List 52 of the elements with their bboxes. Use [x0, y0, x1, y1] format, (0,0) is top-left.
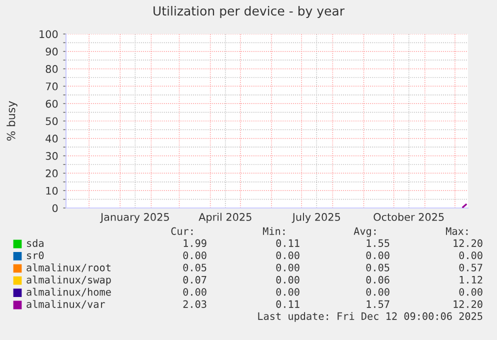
legend-label: sda [27, 239, 44, 247]
text: 0.05 [183, 264, 206, 272]
text: 0.06 [366, 276, 390, 284]
text: 0.00 [183, 252, 206, 260]
text: 1.55 [366, 239, 390, 247]
text: Avg: [354, 227, 376, 237]
y-tick-label: 0 [52, 204, 58, 212]
x-tick-label: January 2025 [100, 213, 169, 223]
text: 0.00 [276, 252, 300, 260]
y-tick-label: 50 [46, 117, 58, 126]
text: Last update: Fri Dec 12 09:00:06 2025 [258, 312, 482, 322]
text: 1.12 [460, 276, 482, 284]
x-tick-label: October 2025 [374, 212, 444, 221]
text: 0.00 [276, 276, 300, 284]
x-tick-label: July 2025 [292, 212, 340, 223]
text: 0.07 [183, 276, 206, 284]
y-tick-label: 30 [46, 152, 58, 160]
text: 0.00 [459, 252, 482, 260]
y-tick-label: 60 [46, 100, 58, 108]
text: 0.11 [276, 239, 300, 247]
text: 12.20 [454, 239, 482, 247]
y-tick-label: 10 [46, 186, 58, 195]
text: 0.00 [183, 288, 206, 296]
text: 0.11 [276, 300, 300, 308]
y-tick-label: 20 [46, 169, 58, 178]
text: Min: [263, 227, 285, 235]
text: 1.57 [366, 300, 390, 308]
chart-title: Utilization per device - by year [154, 6, 345, 18]
y-tick-label: 40 [46, 134, 58, 143]
text: 0.00 [366, 252, 390, 260]
text: Max: [446, 227, 468, 235]
y-tick-label: 90 [46, 48, 58, 56]
text: 0.05 [366, 264, 390, 272]
text: 0.00 [366, 288, 390, 296]
text: Cur: [171, 227, 193, 235]
y-tick-label: 100 [40, 30, 58, 38]
legend-label: almalinux/swap [26, 276, 111, 286]
legend-label: almalinux/root [26, 263, 110, 272]
text: 0.57 [459, 264, 482, 272]
text: 2.03 [183, 300, 206, 308]
text: 0.00 [276, 288, 300, 296]
y-tick-label: 70 [46, 82, 58, 90]
y-axis-title: % busy [6, 101, 18, 141]
legend-label: almalinux/home [26, 288, 111, 297]
text: 1.99 [184, 239, 206, 247]
text: 0.00 [276, 264, 300, 272]
x-tick-label: April 2025 [198, 212, 252, 223]
text: 12.20 [454, 300, 482, 308]
y-tick-label: 80 [46, 65, 58, 73]
legend-label: sr0 [27, 252, 44, 260]
text: 0.00 [459, 288, 482, 296]
legend-label: almalinux/var [26, 300, 105, 309]
